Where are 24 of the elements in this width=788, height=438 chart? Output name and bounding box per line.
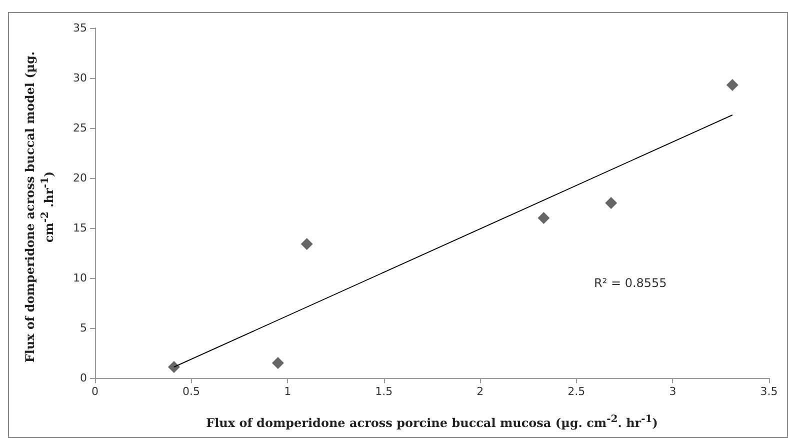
y-tick-label: 0 bbox=[80, 372, 87, 384]
point bbox=[726, 79, 738, 91]
x-tick-label: 2.5 bbox=[568, 385, 586, 398]
point bbox=[538, 212, 550, 224]
x-tick-label: 2 bbox=[476, 385, 484, 398]
point bbox=[605, 197, 618, 209]
point bbox=[300, 238, 313, 250]
point bbox=[272, 357, 284, 369]
y-tick-label: 25 bbox=[73, 122, 87, 134]
y-tick-label: 30 bbox=[73, 72, 87, 84]
x-tick-label: 1.5 bbox=[375, 385, 393, 398]
x-tick-label: 0 bbox=[92, 385, 98, 398]
y-tick-label: 10 bbox=[73, 272, 87, 284]
point bbox=[168, 361, 180, 373]
y-tick-label: 20 bbox=[73, 172, 87, 184]
x-tick-label: 0.5 bbox=[182, 385, 200, 398]
x-tick-label: 3.5 bbox=[760, 385, 778, 398]
y-tick-label: 15 bbox=[73, 222, 87, 234]
x-tick-label: 3 bbox=[669, 385, 676, 398]
y-tick-label: 35 bbox=[73, 22, 87, 34]
x-tick-label: 1 bbox=[284, 385, 292, 398]
annotation: R² = 0.8555 bbox=[594, 276, 667, 290]
x-axis-title: Flux of domperidone across porcine buccal mucosa (µg. cm$^{-2}$. hr$^{-1}$) bbox=[205, 413, 659, 431]
y-tick-label: 5 bbox=[80, 322, 87, 334]
